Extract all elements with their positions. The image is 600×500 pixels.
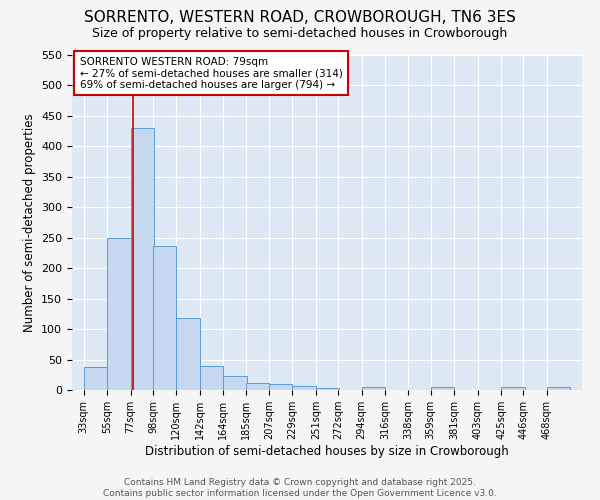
Bar [223, 376, 247, 390]
Bar [131, 128, 154, 390]
Bar [292, 386, 316, 390]
Bar [269, 384, 292, 390]
Text: Size of property relative to semi-detached houses in Crowborough: Size of property relative to semi-detach… [92, 28, 508, 40]
Bar [431, 387, 454, 390]
X-axis label: Distribution of semi-detached houses by size in Crowborough: Distribution of semi-detached houses by … [145, 445, 509, 458]
Bar [316, 388, 339, 390]
Bar [547, 387, 570, 390]
Text: SORRENTO WESTERN ROAD: 79sqm
← 27% of semi-detached houses are smaller (314)
69%: SORRENTO WESTERN ROAD: 79sqm ← 27% of se… [80, 56, 343, 90]
Bar [245, 384, 269, 390]
Bar [153, 246, 176, 390]
Y-axis label: Number of semi-detached properties: Number of semi-detached properties [23, 113, 35, 332]
Bar [362, 387, 385, 390]
Bar [84, 367, 107, 390]
Text: SORRENTO, WESTERN ROAD, CROWBOROUGH, TN6 3ES: SORRENTO, WESTERN ROAD, CROWBOROUGH, TN6… [84, 10, 516, 25]
Bar [107, 238, 131, 390]
Bar [501, 387, 524, 390]
Text: Contains HM Land Registry data © Crown copyright and database right 2025.
Contai: Contains HM Land Registry data © Crown c… [103, 478, 497, 498]
Bar [176, 318, 200, 390]
Bar [200, 366, 223, 390]
